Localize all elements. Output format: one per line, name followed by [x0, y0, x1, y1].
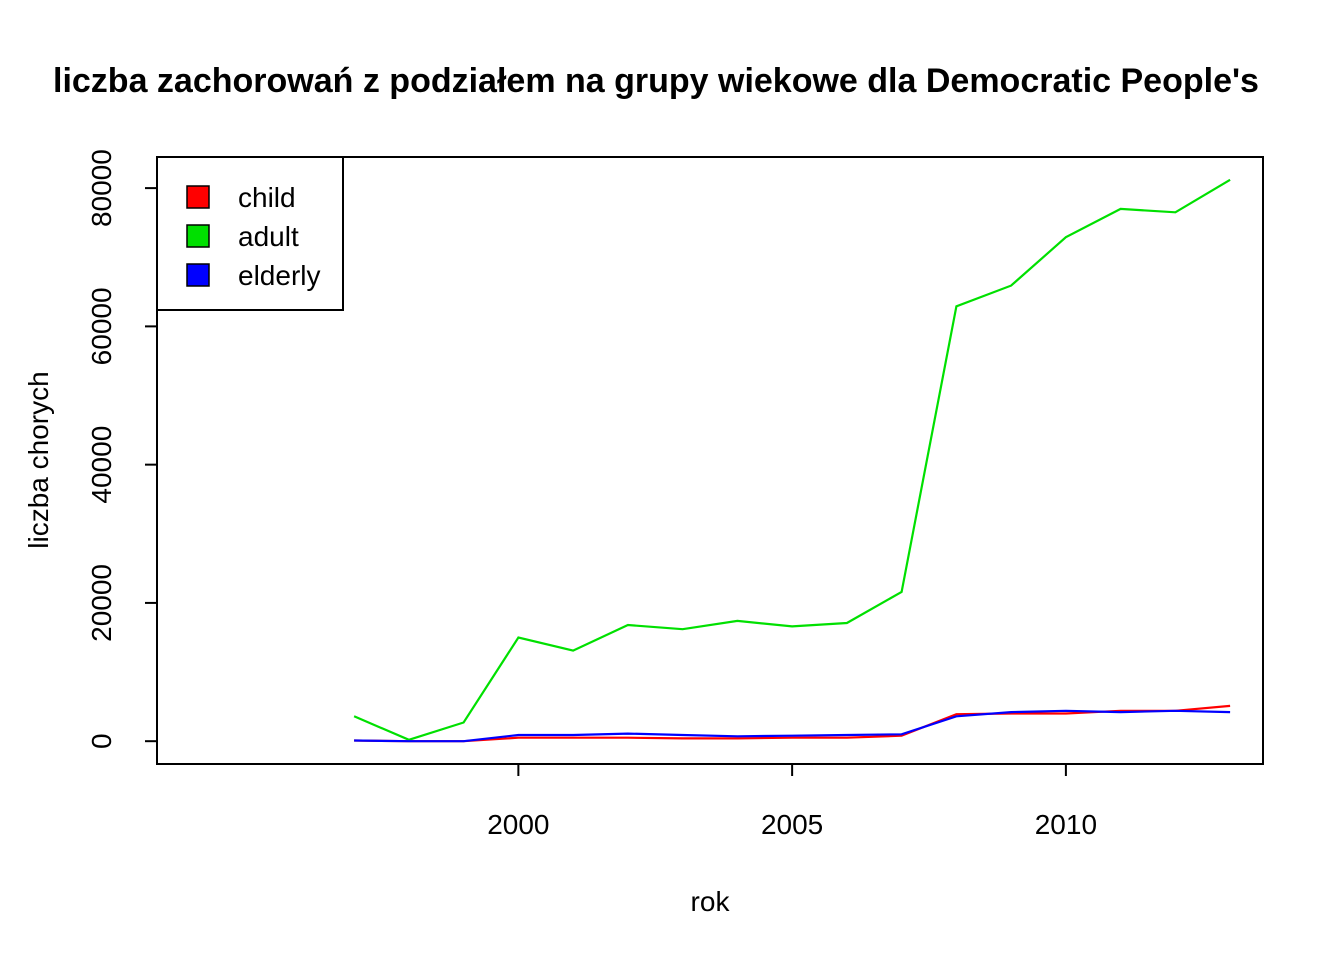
x-tick-label: 2005: [761, 809, 823, 840]
plot-frame: [156, 156, 1264, 765]
series-lines: [353, 178, 1231, 743]
legend-swatch-child: [186, 185, 210, 209]
x-tick-label: 2000: [487, 809, 549, 840]
y-tick-label: 60000: [86, 287, 117, 365]
y-tick-label: 40000: [86, 426, 117, 504]
x-tick-label: 2010: [1035, 809, 1097, 840]
legend-swatch-adult: [186, 224, 210, 248]
x-axis: 2000 2005 2010: [487, 764, 1097, 840]
legend-label-elderly: elderly: [238, 260, 320, 291]
y-tick-label: 20000: [86, 564, 117, 642]
series-line-elderly: [354, 709, 1231, 743]
legend-label-child: child: [238, 182, 296, 213]
legend-swatch-elderly: [186, 263, 210, 287]
legend: child adult elderly: [156, 156, 344, 311]
y-tick-label: 0: [86, 733, 117, 749]
series-line-adult: [353, 178, 1231, 741]
x-axis-label: rok: [691, 886, 731, 917]
y-axis-label: liczba chorych: [23, 371, 54, 548]
legend-label-adult: adult: [238, 221, 299, 252]
y-tick-label: 80000: [86, 149, 117, 227]
y-axis: 0 20000 40000 60000 80000: [86, 149, 157, 749]
chart-title: liczba zachorowań z podziałem na grupy w…: [53, 62, 1259, 100]
series-line-child: [354, 704, 1231, 743]
